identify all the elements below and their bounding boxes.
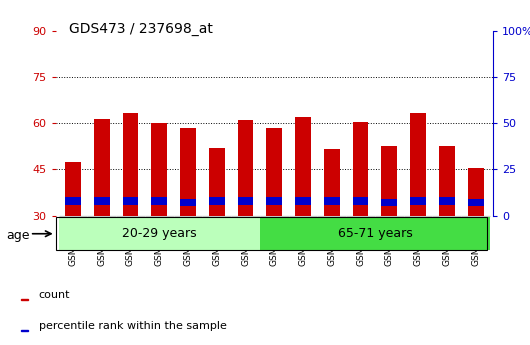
- Text: count: count: [39, 290, 70, 299]
- Bar: [324, 149, 340, 216]
- Bar: [439, 197, 455, 205]
- Text: 65-71 years: 65-71 years: [338, 227, 412, 240]
- Bar: [267, 197, 282, 205]
- Bar: [21, 330, 28, 331]
- Bar: [122, 112, 138, 216]
- Bar: [21, 299, 28, 300]
- Text: age: age: [6, 229, 30, 242]
- Bar: [267, 128, 282, 216]
- Bar: [237, 197, 253, 205]
- Bar: [410, 197, 426, 205]
- Bar: [352, 122, 368, 216]
- Bar: [122, 197, 138, 205]
- Bar: [151, 124, 167, 216]
- Bar: [295, 117, 311, 216]
- Bar: [382, 199, 398, 206]
- Bar: [410, 112, 426, 216]
- Bar: [295, 197, 311, 205]
- Bar: [65, 197, 81, 205]
- Bar: [58, 217, 260, 250]
- Text: 20-29 years: 20-29 years: [122, 227, 197, 240]
- Bar: [94, 197, 110, 205]
- Bar: [209, 197, 225, 205]
- Bar: [468, 168, 483, 216]
- Bar: [94, 119, 110, 216]
- Bar: [382, 146, 398, 216]
- Text: GDS473 / 237698_at: GDS473 / 237698_at: [69, 22, 213, 37]
- Bar: [65, 162, 81, 216]
- Text: percentile rank within the sample: percentile rank within the sample: [39, 321, 226, 331]
- Bar: [180, 199, 196, 206]
- Bar: [324, 197, 340, 205]
- Bar: [151, 197, 167, 205]
- Bar: [209, 148, 225, 216]
- Bar: [439, 146, 455, 216]
- Bar: [468, 199, 483, 206]
- Bar: [180, 128, 196, 216]
- Bar: [352, 197, 368, 205]
- Bar: [260, 217, 490, 250]
- Bar: [237, 120, 253, 216]
